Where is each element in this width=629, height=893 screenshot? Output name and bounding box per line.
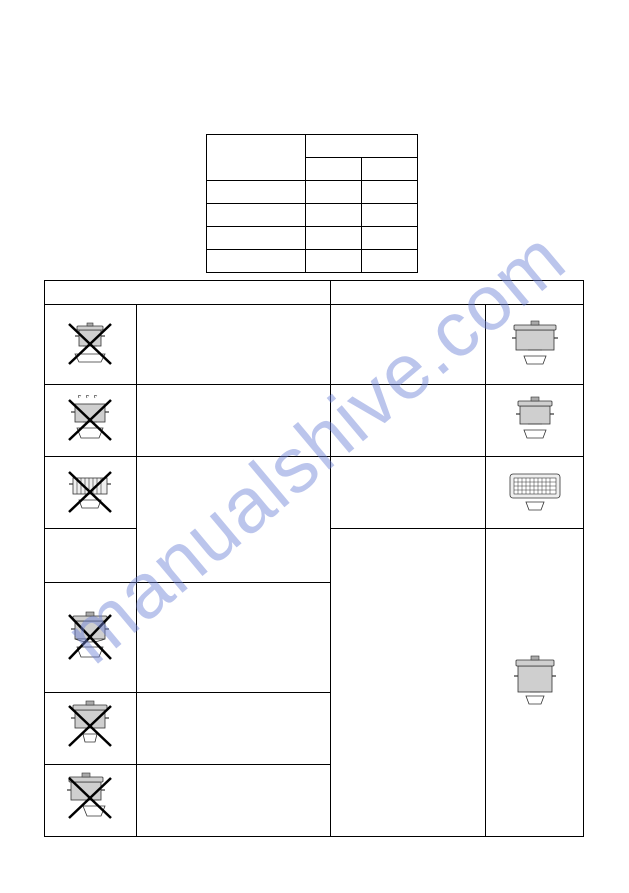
big-table-header-left	[45, 281, 331, 305]
right-pot-icon-cell	[486, 529, 584, 837]
small-table-row-max	[362, 181, 418, 204]
wrong-pot-desc	[136, 385, 331, 457]
small-table-row-label	[207, 204, 306, 227]
pot-no-lid-cross-icon	[61, 392, 119, 448]
small-table-row-label	[207, 250, 306, 273]
right-pot-icon-cell	[486, 385, 584, 457]
wrong-pot-desc	[136, 583, 331, 693]
pot-large-correct-icon	[506, 316, 564, 372]
small-table-header-min	[306, 158, 362, 181]
small-table-row-min	[306, 181, 362, 204]
grill-correct-icon	[504, 464, 566, 520]
small-table-row-label	[207, 227, 306, 250]
wrong-pot-icon-cell	[45, 765, 137, 837]
right-pot-icon-cell	[486, 305, 584, 385]
pot-warped-bottom-cross-icon	[61, 609, 119, 665]
grill-pan-cross-icon	[61, 464, 119, 520]
wrong-pot-icon-cell	[45, 457, 137, 529]
small-table-row-min	[306, 250, 362, 273]
pot-tall-correct-icon	[506, 652, 564, 712]
wrong-pot-desc	[136, 305, 331, 385]
empty-icon-cell	[45, 529, 137, 583]
wrong-pot-icon-cell	[45, 305, 137, 385]
wrong-pot-icon-cell	[45, 693, 137, 765]
right-pot-icon-cell	[486, 457, 584, 529]
wrong-pot-icon-cell	[45, 385, 137, 457]
small-table-header-span	[306, 135, 418, 158]
big-table-header-right	[331, 281, 584, 305]
right-pot-desc	[331, 529, 486, 837]
right-pot-desc	[331, 457, 486, 529]
wrong-pot-icon-cell	[45, 583, 137, 693]
wrong-pot-desc	[136, 457, 331, 583]
cookware-guide-table	[44, 280, 584, 837]
small-table-row-min	[306, 204, 362, 227]
wrong-pot-desc	[136, 693, 331, 765]
pot-with-lid-icon	[506, 392, 564, 448]
small-table-header-max	[362, 158, 418, 181]
small-table-row-max	[362, 204, 418, 227]
small-table-row-max	[362, 250, 418, 273]
small-table-row-min	[306, 227, 362, 250]
wrong-pot-desc	[136, 765, 331, 837]
right-pot-desc	[331, 305, 486, 385]
small-table-row-label	[207, 181, 306, 204]
pot-offset-cross-icon	[61, 772, 119, 828]
burner-size-table	[206, 134, 418, 273]
pot-too-small-cross-icon	[61, 316, 119, 372]
small-table-row-max	[362, 227, 418, 250]
pot-tiny-burner-cross-icon	[61, 700, 119, 756]
right-pot-desc	[331, 385, 486, 457]
small-table-header-label	[207, 135, 306, 181]
